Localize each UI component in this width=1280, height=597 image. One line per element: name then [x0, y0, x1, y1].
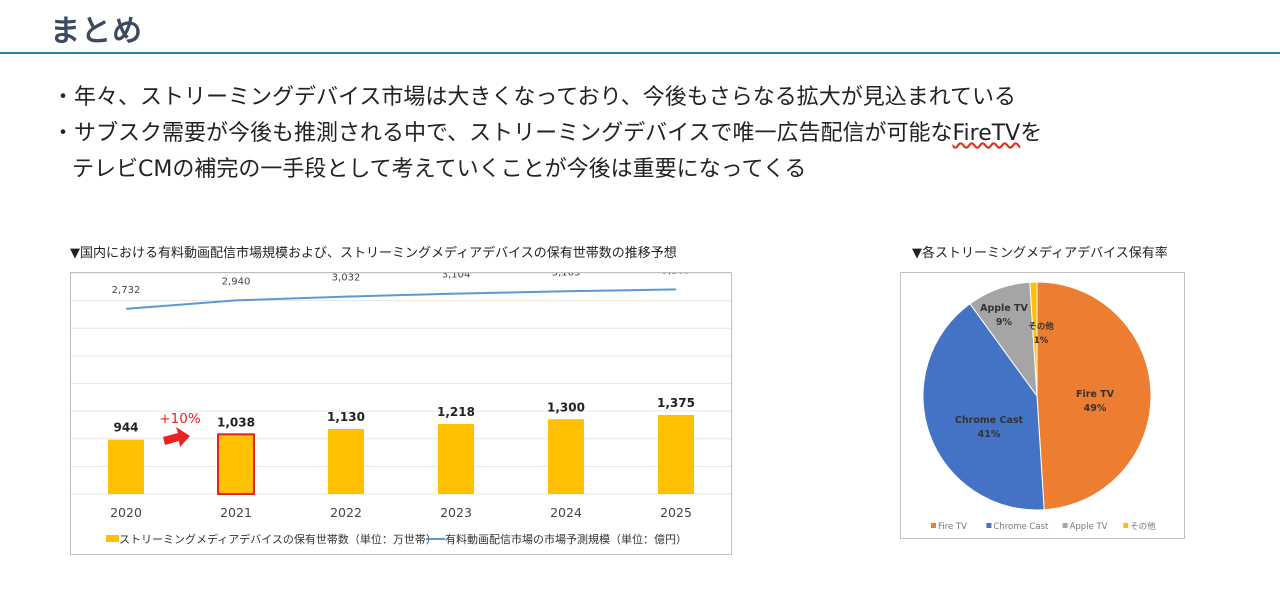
pie-slice-fire-tv	[1036, 281, 1152, 511]
bullet-2: ・サブスク需要が今後も推測される中で、ストリーミングデバイスで唯一広告配信が可能…	[52, 116, 1042, 152]
line-value-label-2021: 2,940	[222, 276, 251, 287]
pie-legend-label: Chrome Cast	[993, 522, 1049, 532]
pie-legend-swatch	[1062, 523, 1068, 528]
line-value-label-2023: 3,104	[442, 273, 471, 281]
pie-legend-label: その他	[1130, 521, 1156, 532]
page-title: まとめ	[50, 14, 143, 49]
arrow-right-icon	[163, 427, 190, 447]
line-series	[125, 288, 677, 310]
combo-chart-caption: ▼国内における有料動画配信市場規模および、ストリーミングメディアデバイスの保有世…	[70, 246, 677, 261]
pie-label-value: 1%	[1034, 336, 1049, 346]
legend-label-bar: ストリーミングメディアデバイスの保有世帯数（単位：万世帯）	[119, 532, 437, 546]
bullet-1-marker: ・	[52, 85, 75, 110]
combo-chart-svg: 944 1,038 1,130 1,218 1,300 1,375 2,732 2,940 3,…	[71, 265, 731, 546]
pie-label-name: Chrome Cast	[955, 415, 1024, 426]
pie-legend-label: Fire TV	[938, 522, 967, 532]
x-tick-2022: 2022	[330, 505, 362, 520]
bullet-2-firetv: FireTV	[952, 121, 1021, 146]
pie-slice-chrome-cast	[922, 303, 1045, 511]
pie-legend-swatch	[931, 523, 936, 528]
bullet-2-text-c: を	[1020, 121, 1043, 146]
line-value-label-2024: 3,163	[552, 273, 581, 278]
bullet-2-text-a: サブスク需要が今後も推測される中で、ストリーミングデバイスで唯一広告配信が可能な	[74, 121, 953, 146]
x-tick-2021: 2021	[220, 505, 252, 520]
bar-value-label-2020: 944	[113, 421, 138, 435]
x-tick-2025: 2025	[660, 505, 692, 520]
pie-legend-swatch	[986, 523, 992, 528]
pie-chart: Fire TV 49% Chrome Cast 41% Apple TV 9% その他 1% F…	[900, 272, 1185, 539]
pie-chart-svg: Fire TV 49% Chrome Cast 41% Apple TV 9% その他 1% F…	[922, 281, 1156, 532]
pie-label-value: 9%	[996, 317, 1013, 328]
bar-2023	[438, 423, 474, 494]
x-tick-2020: 2020	[110, 505, 142, 520]
bullet-1: ・年々、ストリーミングデバイス市場は大きくなっており、今後もさらなる拡大が見込ま…	[52, 80, 1042, 116]
bullet-1-text: 年々、ストリーミングデバイス市場は大きくなっており、今後もさらなる拡大が見込まれ…	[74, 85, 1017, 110]
pie-label-value: 41%	[978, 429, 1001, 440]
title-divider	[0, 52, 1280, 54]
bar-2020	[108, 439, 144, 494]
bar-value-label-2021: 1,038	[217, 415, 255, 429]
pie-legend-swatch	[1123, 523, 1129, 528]
legend-swatch-bar	[106, 535, 119, 542]
pie-slice-その他	[1029, 281, 1038, 397]
pie-label-name: Fire TV	[1076, 389, 1115, 400]
x-tick-2024: 2024	[550, 505, 582, 520]
bar-value-label-2023: 1,218	[437, 405, 475, 419]
line-value-label-2020: 2,732	[112, 285, 141, 296]
summary-bullets: ・年々、ストリーミングデバイス市場は大きくなっており、今後もさらなる拡大が見込ま…	[52, 80, 1042, 188]
bullet-2-marker: ・	[52, 121, 75, 146]
pie-label-name: Apple TV	[980, 303, 1028, 314]
bullet-3-text: テレビCMの補完の一手段として考えていくことが今後は重要になってくる	[72, 157, 807, 182]
bullet-2-continued: テレビCMの補完の一手段として考えていくことが今後は重要になってくる	[52, 152, 1042, 188]
bar-2024	[548, 419, 584, 494]
pie-legend-label: Apple TV	[1070, 522, 1108, 532]
legend-label-line: 有料動画配信市場の市場予測規模（単位：億円）	[445, 532, 687, 546]
bar-value-label-2024: 1,300	[547, 400, 585, 414]
x-tick-2023: 2023	[440, 505, 472, 520]
bar-2022	[328, 429, 364, 494]
pie-label-name: その他	[1028, 321, 1054, 332]
combo-chart: 944 1,038 1,130 1,218 1,300 1,375 2,732 2,940 3,…	[70, 265, 732, 555]
bar-value-label-2022: 1,130	[327, 410, 365, 424]
bar-2021	[217, 433, 255, 496]
growth-annotation: +10%	[159, 411, 200, 427]
pie-chart-caption: ▼各ストリーミングメディアデバイス保有率	[912, 246, 1168, 261]
line-value-label-2022: 3,032	[332, 273, 361, 284]
bar-value-label-2025: 1,375	[657, 396, 695, 410]
line-value-label-2025: 3,209	[662, 273, 691, 276]
pie-label-value: 49%	[1084, 403, 1107, 414]
bar-2025	[658, 414, 694, 494]
